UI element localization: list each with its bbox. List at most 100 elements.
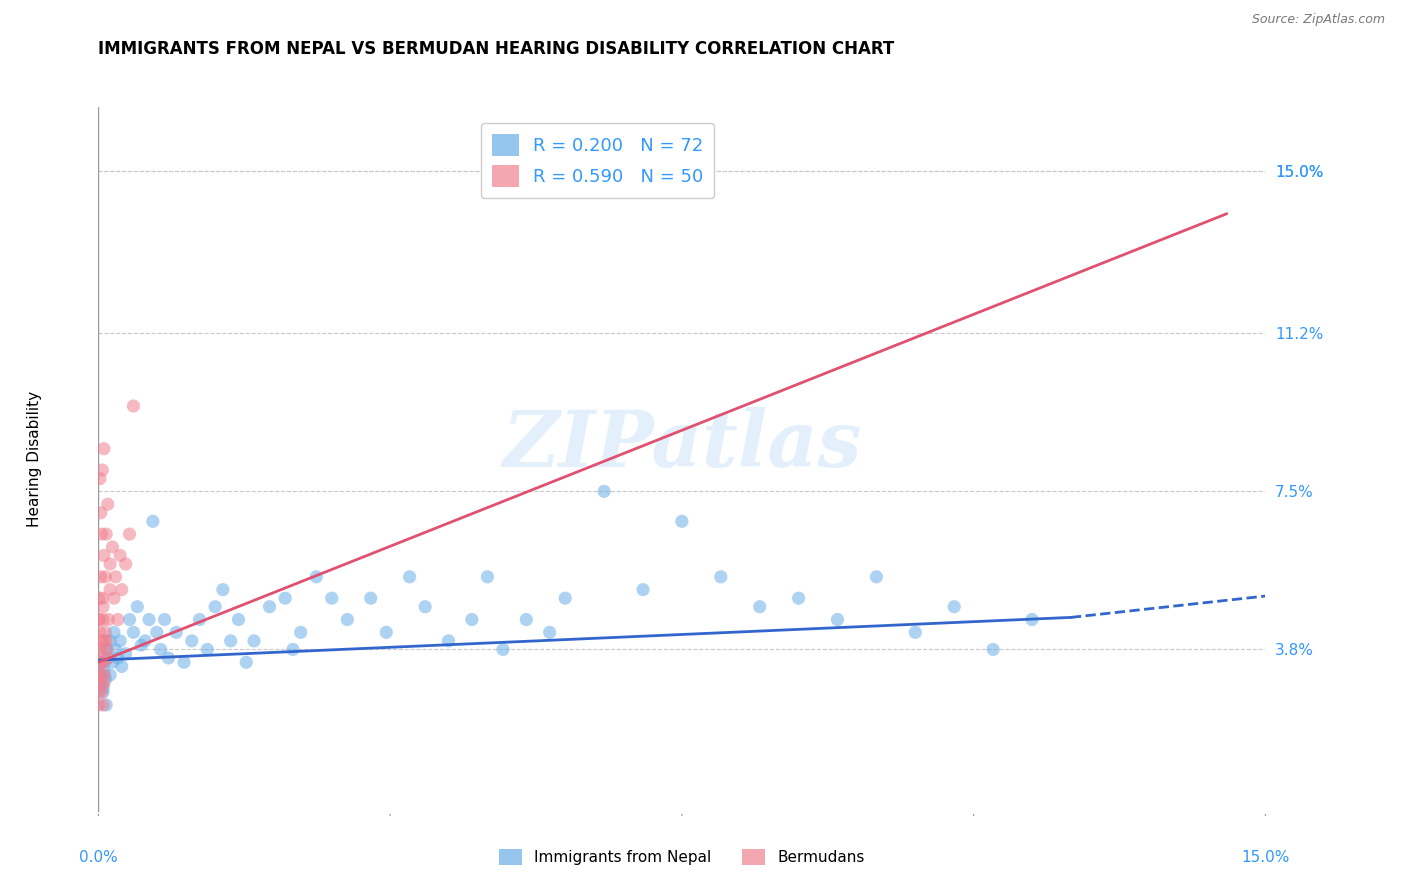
Point bbox=[91, 613, 114, 627]
Point bbox=[90, 668, 112, 682]
Point bbox=[91, 681, 114, 695]
Point bbox=[87, 698, 110, 712]
Point bbox=[118, 527, 141, 541]
Point bbox=[114, 557, 136, 571]
Point bbox=[90, 570, 112, 584]
Point bbox=[336, 613, 359, 627]
Point bbox=[90, 642, 112, 657]
Point bbox=[153, 613, 176, 627]
Point bbox=[90, 655, 112, 669]
Point bbox=[827, 613, 849, 627]
Point bbox=[631, 582, 654, 597]
Point bbox=[93, 633, 115, 648]
Point bbox=[138, 613, 160, 627]
Point bbox=[91, 591, 114, 606]
Point bbox=[437, 633, 460, 648]
Point bbox=[134, 633, 156, 648]
Point bbox=[103, 625, 125, 640]
Point bbox=[305, 570, 328, 584]
Point bbox=[149, 642, 172, 657]
Point bbox=[1021, 613, 1043, 627]
Point bbox=[101, 540, 124, 554]
Point bbox=[98, 633, 121, 648]
Point bbox=[173, 655, 195, 669]
Point bbox=[87, 685, 110, 699]
Point bbox=[91, 698, 114, 712]
Point bbox=[89, 676, 111, 690]
Point bbox=[111, 582, 134, 597]
Point bbox=[321, 591, 343, 606]
Point bbox=[87, 642, 110, 657]
Point bbox=[89, 655, 111, 669]
Point bbox=[91, 685, 114, 699]
Point bbox=[90, 655, 112, 669]
Point bbox=[94, 625, 117, 640]
Point bbox=[90, 506, 112, 520]
Point bbox=[93, 676, 115, 690]
Point bbox=[398, 570, 420, 584]
Point bbox=[93, 549, 115, 563]
Point bbox=[98, 557, 121, 571]
Point bbox=[91, 655, 114, 669]
Point bbox=[492, 642, 515, 657]
Point bbox=[91, 668, 114, 682]
Text: 15.0%: 15.0% bbox=[1241, 850, 1289, 865]
Text: IMMIGRANTS FROM NEPAL VS BERMUDAN HEARING DISABILITY CORRELATION CHART: IMMIGRANTS FROM NEPAL VS BERMUDAN HEARIN… bbox=[98, 40, 894, 58]
Point bbox=[981, 642, 1004, 657]
Point bbox=[593, 484, 616, 499]
Point bbox=[413, 599, 436, 614]
Point bbox=[87, 668, 110, 682]
Point bbox=[91, 633, 114, 648]
Point bbox=[107, 613, 129, 627]
Point bbox=[93, 442, 115, 456]
Point bbox=[96, 642, 118, 657]
Point bbox=[89, 591, 111, 606]
Text: 0.0%: 0.0% bbox=[79, 850, 118, 865]
Point bbox=[243, 633, 266, 648]
Point bbox=[477, 570, 499, 584]
Point bbox=[204, 599, 226, 614]
Point bbox=[188, 613, 211, 627]
Point bbox=[118, 613, 141, 627]
Point bbox=[87, 613, 110, 627]
Point bbox=[865, 570, 887, 584]
Point bbox=[671, 514, 693, 528]
Point bbox=[93, 668, 115, 682]
Point bbox=[259, 599, 281, 614]
Point bbox=[93, 655, 115, 669]
Point bbox=[165, 625, 187, 640]
Point bbox=[281, 642, 304, 657]
Point bbox=[195, 642, 218, 657]
Point bbox=[274, 591, 297, 606]
Text: Source: ZipAtlas.com: Source: ZipAtlas.com bbox=[1251, 13, 1385, 27]
Point bbox=[89, 613, 111, 627]
Point bbox=[146, 625, 169, 640]
Point bbox=[94, 570, 117, 584]
Point bbox=[90, 685, 112, 699]
Point bbox=[101, 655, 124, 669]
Point bbox=[96, 527, 118, 541]
Point bbox=[235, 655, 257, 669]
Text: ZIPatlas: ZIPatlas bbox=[502, 407, 862, 483]
Point bbox=[104, 570, 127, 584]
Point bbox=[127, 599, 149, 614]
Point bbox=[90, 527, 112, 541]
Point bbox=[96, 698, 118, 712]
Point bbox=[375, 625, 398, 640]
Point bbox=[290, 625, 312, 640]
Point bbox=[710, 570, 733, 584]
Point bbox=[108, 633, 131, 648]
Legend: Immigrants from Nepal, Bermudans: Immigrants from Nepal, Bermudans bbox=[494, 843, 870, 871]
Point bbox=[904, 625, 927, 640]
Point bbox=[97, 651, 120, 665]
Point bbox=[98, 668, 121, 682]
Point bbox=[943, 599, 966, 614]
Text: Hearing Disability: Hearing Disability bbox=[27, 392, 42, 527]
Point bbox=[157, 651, 180, 665]
Point bbox=[212, 582, 235, 597]
Point bbox=[108, 549, 131, 563]
Point bbox=[180, 633, 202, 648]
Point bbox=[94, 673, 117, 687]
Point bbox=[89, 625, 111, 640]
Point bbox=[142, 514, 165, 528]
